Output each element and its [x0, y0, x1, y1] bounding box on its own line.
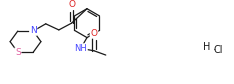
Text: O: O [68, 0, 75, 9]
Text: O: O [91, 29, 98, 38]
Text: ·: · [212, 45, 216, 55]
Text: NH: NH [74, 44, 87, 53]
Text: Cl: Cl [213, 45, 223, 55]
Text: N: N [30, 26, 37, 35]
Text: S: S [15, 48, 21, 57]
Text: H: H [203, 42, 210, 52]
